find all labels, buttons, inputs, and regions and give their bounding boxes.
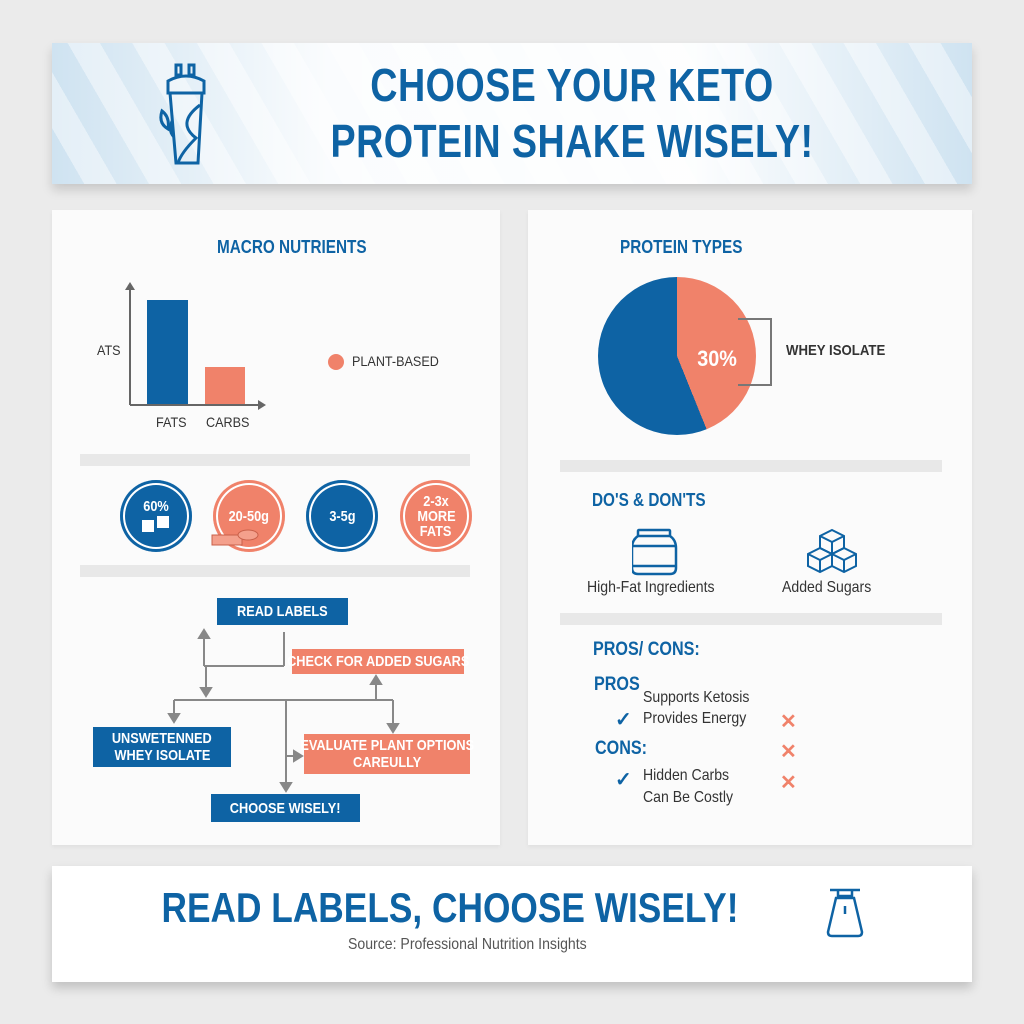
right-panel [528,210,972,845]
bar-fats [147,300,188,404]
added-sugars-label: Added Sugars [782,579,872,596]
divider [80,454,470,466]
whey-isolate-label: WHEY ISOLATE [786,342,886,359]
legend-dot-plant-based [328,354,344,370]
high-fat-label: High-Fat Ingredients [587,579,715,596]
x-label-carbs: CARBS [206,414,250,430]
badge-3-5g: 3-5g [306,480,378,552]
flow-read-labels: READ LABELS [217,598,348,625]
bar-chart-axes [125,282,266,410]
flow-choose-wisely: CHOOSE WISELY! [211,794,360,822]
kitchen-scale-icon [826,888,864,938]
check-icon: ✓ [615,709,632,731]
pro-item: Provides Energy [643,710,747,727]
cons-heading: CONS: [595,738,648,759]
cross-icon: ✕ [780,711,797,733]
flow-check-sugars: CHECK FOR ADDED SUGARS [287,649,469,674]
protein-shaker-icon [159,63,206,165]
badge-more-fats: 2-3x MORE FATS [400,480,472,552]
x-label-fats: FATS [156,414,187,430]
measuring-tape-icon [211,529,259,546]
header-banner: CHOOSE YOUR KETO PROTEIN SHAKE WISELY! [52,43,972,184]
divider [560,613,942,625]
source-text: Source: Professional Nutrition Insights [348,936,587,953]
legend-label-plant-based: PLANT-BASED [352,353,439,369]
footer-banner: READ LABELS, CHOOSE WISELY! Source: Prof… [52,866,972,982]
sugar-cubes-icon [807,528,857,574]
pie-slice-label: 30% [697,346,737,371]
macro-title: MACRO NUTRIENTS [217,237,367,257]
page-title: CHOOSE YOUR KETO PROTEIN SHAKE WISELY! [330,59,814,167]
bar-carbs [205,367,245,404]
con-item: Hidden Carbs [643,767,730,784]
con-item: Can Be Costly [643,789,733,806]
footer-title: READ LABELS, CHOOSE WISELY! [161,884,739,931]
pie-bracket [738,318,772,386]
flow-evaluate-plant: EVALUATE PLANT OPTIONS CAREULLY [300,734,474,774]
badge-60-percent: 60% [120,480,192,552]
check-icon: ✓ [615,769,632,791]
protein-pie-chart [598,277,756,435]
flow-unsweetened-whey: UNSWETENNED WHEY ISOLATE [93,727,231,767]
protein-title: PROTEIN TYPES [620,237,743,257]
pro-item: Supports Ketosis [643,689,750,706]
jar-icon [632,528,678,576]
cross-icon: ✕ [780,772,797,794]
flowchart-connectors [167,628,400,793]
divider [560,460,942,472]
divider [80,565,470,577]
sugar-cubes-icon [142,515,169,532]
y-axis-label: ATS [97,342,121,358]
cross-icon: ✕ [780,741,797,763]
pros-cons-title: PROS/ CONS: [593,639,700,660]
dos-donts-title: DO'S & DON'TS [592,490,706,510]
pros-heading: PROS [594,674,640,695]
